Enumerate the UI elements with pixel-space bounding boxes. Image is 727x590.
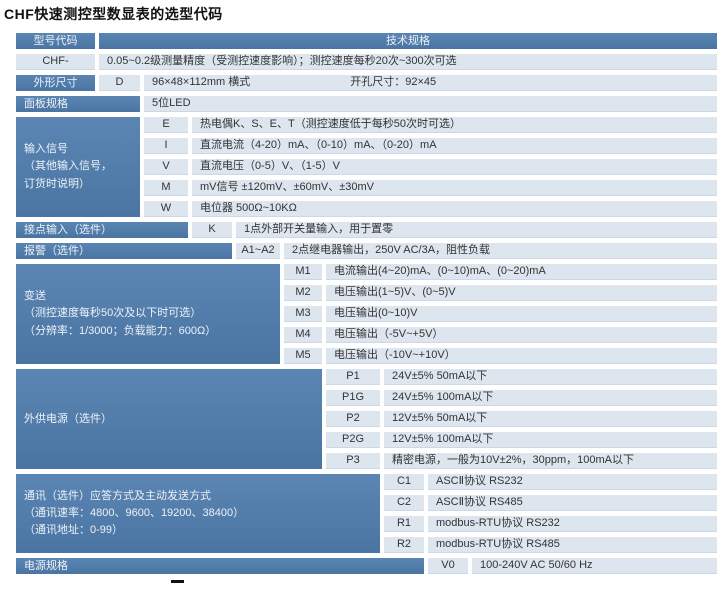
comm-code: C2: [384, 495, 424, 511]
input-signal-label: 输入信号 （其他输入信号， 订货时说明）: [16, 117, 140, 217]
dimension-desc-hole: 开孔尺寸：92×45: [350, 76, 437, 89]
ext-power-desc: 24V±5% 100mA以下: [384, 390, 717, 406]
dimension-code: D: [99, 75, 140, 91]
input-desc: 电位器 500Ω~10KΩ: [192, 201, 717, 217]
transmit-desc: 电压输出（-10V~+10V）: [326, 348, 717, 364]
input-desc: mV信号 ±120mV、±60mV、±30mV: [192, 180, 717, 196]
input-code: M: [144, 180, 188, 196]
input-desc: 热电偶K、S、E、T（测控速度低于每秒50次时可选）: [192, 117, 717, 133]
dimension-desc: 96×48×112mm 横式 开孔尺寸：92×45: [144, 75, 717, 91]
dimension-desc-main: 96×48×112mm 横式: [152, 76, 251, 89]
transmit-desc: 电压输出(0~10)V: [326, 306, 717, 322]
contact-input-label: 接点输入（选件）: [16, 222, 188, 238]
ext-power-desc: 精密电源，一般为10V±2%，30ppm，100mA以下: [384, 453, 717, 469]
header-model-code: 型号代码: [16, 33, 95, 49]
transmit-code: M2: [284, 285, 322, 301]
input-code: E: [144, 117, 188, 133]
ext-power-desc: 12V±5% 100mA以下: [384, 432, 717, 448]
input-code: W: [144, 201, 188, 217]
ext-power-code: P1: [326, 369, 380, 385]
alarm-desc: 2点继电器输出，250V AC/3A，阻性负载: [284, 243, 717, 259]
comm-desc: ASCⅡ协议 RS232: [428, 474, 717, 490]
power-spec-desc: 100-240V AC 50/60 Hz: [472, 558, 717, 574]
ext-power-desc: 24V±5% 50mA以下: [384, 369, 717, 385]
power-spec-label: 电源规格: [16, 558, 424, 574]
transmit-code: M5: [284, 348, 322, 364]
input-code: V: [144, 159, 188, 175]
comm-code: R2: [384, 537, 424, 553]
comm-label: 通讯（选件）应答方式及主动发送方式 （通讯速率：4800、9600、19200、…: [16, 474, 380, 553]
transmit-desc: 电压输出(1~5)V、(0~5)V: [326, 285, 717, 301]
cropped-artifact-dash: [171, 580, 184, 583]
ext-power-code: P1G: [326, 390, 380, 406]
input-desc: 直流电压（0-5）V、（1-5）V: [192, 159, 717, 175]
transmit-code: M1: [284, 264, 322, 280]
base-model-desc: 0.05~0.2级测量精度（受测控速度影响）；测控速度每秒20次~300次可选: [99, 54, 717, 70]
input-code: I: [144, 138, 188, 154]
comm-desc: modbus-RTU协议 RS232: [428, 516, 717, 532]
header-tech-spec: 技术规格: [99, 33, 717, 49]
dimension-label: 外形尺寸: [16, 75, 95, 91]
power-spec-code: V0: [428, 558, 468, 574]
contact-input-desc: 1点外部开关量输入，用于置零: [236, 222, 717, 238]
page-title: CHF快速测控型数显表的选型代码: [4, 6, 223, 22]
transmit-desc: 电压输出（-5V~+5V）: [326, 327, 717, 343]
alarm-code: A1~A2: [236, 243, 280, 259]
ext-power-code: P2: [326, 411, 380, 427]
comm-desc: ASCⅡ协议 RS485: [428, 495, 717, 511]
transmit-code: M4: [284, 327, 322, 343]
input-desc: 直流电流（4-20）mA、（0-10）mA、（0-20）mA: [192, 138, 717, 154]
base-model-code: CHF-: [16, 54, 95, 70]
panel-desc: 5位LED: [144, 96, 717, 112]
ext-power-label: 外供电源（选件）: [16, 369, 322, 469]
transmit-desc: 电流输出(4~20)mA、(0~10)mA、(0~20)mA: [326, 264, 717, 280]
ext-power-code: P3: [326, 453, 380, 469]
comm-code: C1: [384, 474, 424, 490]
ext-power-code: P2G: [326, 432, 380, 448]
comm-code: R1: [384, 516, 424, 532]
selection-code-table: 型号代码 技术规格 CHF- 0.05~0.2级测量精度（受测控速度影响）；测控…: [16, 33, 717, 574]
panel-label: 面板规格: [16, 96, 140, 112]
ext-power-desc: 12V±5% 50mA以下: [384, 411, 717, 427]
transmit-label: 变送 （测控速度每秒50次及以下时可选） （分辨率：1/3000；负载能力：60…: [16, 264, 280, 364]
comm-desc: modbus-RTU协议 RS485: [428, 537, 717, 553]
alarm-label: 报警（选件）: [16, 243, 232, 259]
transmit-code: M3: [284, 306, 322, 322]
contact-input-code: K: [192, 222, 232, 238]
